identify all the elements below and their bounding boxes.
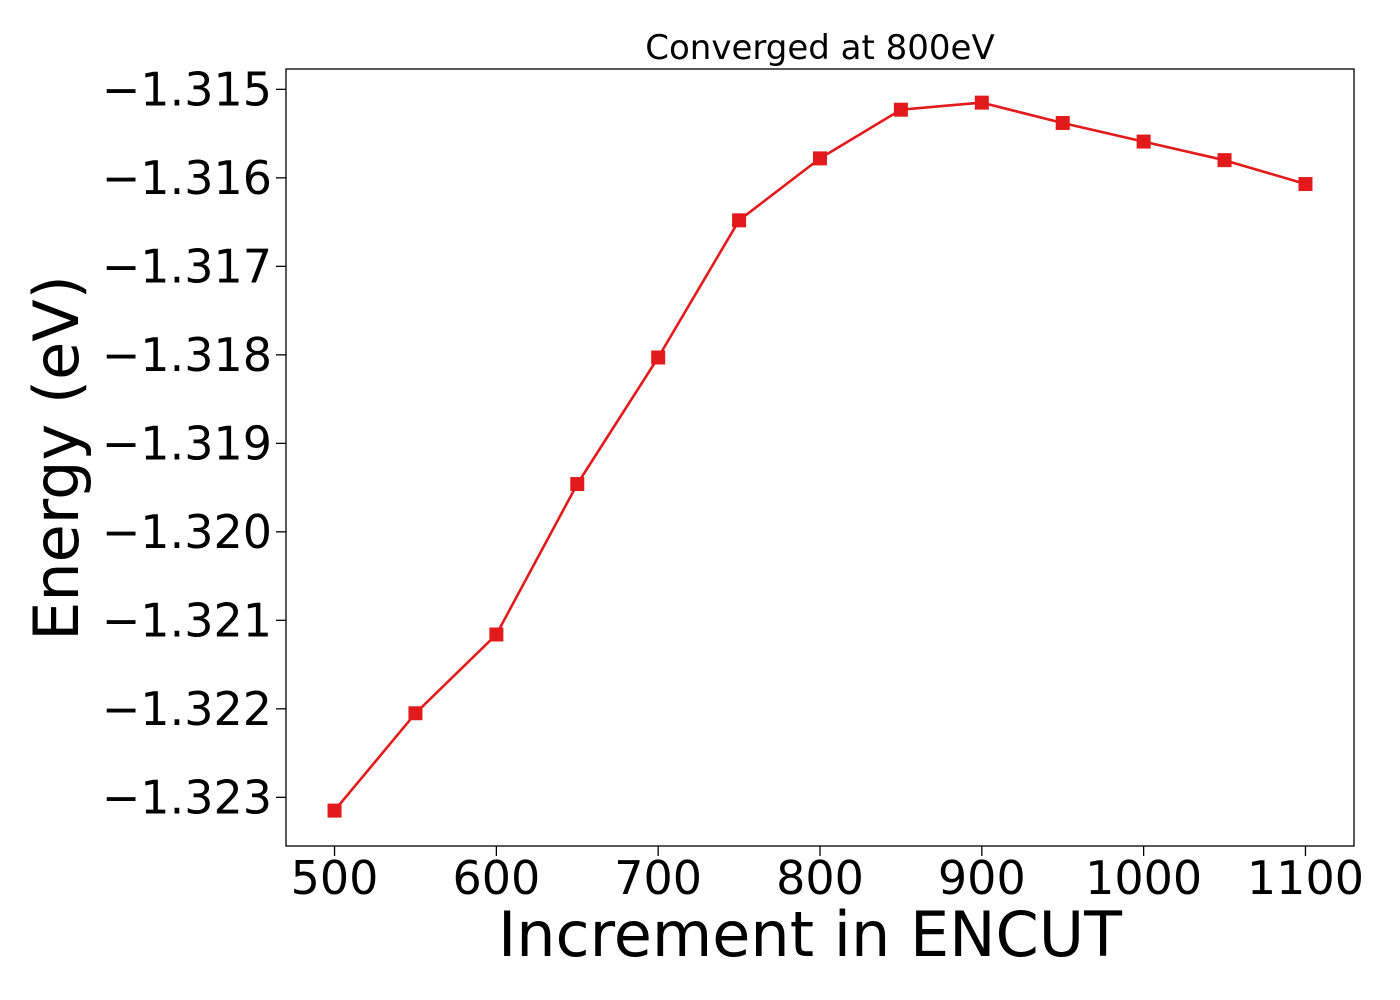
x-axis-ticks: 500 600 700 800 900 1000 1100 bbox=[291, 846, 1364, 905]
data-point-marker bbox=[570, 477, 585, 492]
y-tick-label: −1.318 bbox=[102, 328, 272, 382]
data-point-marker bbox=[489, 627, 504, 642]
y-tick-label: −1.317 bbox=[102, 239, 272, 293]
data-point-marker bbox=[1136, 134, 1151, 149]
data-point-marker bbox=[974, 95, 989, 110]
data-point-marker bbox=[1217, 153, 1232, 168]
series-energy bbox=[327, 95, 1313, 818]
data-point-marker bbox=[327, 803, 342, 818]
x-tick-label: 600 bbox=[452, 851, 540, 905]
y-tick-label: −1.323 bbox=[102, 770, 272, 824]
x-tick-label: 800 bbox=[776, 851, 864, 905]
chart-title: Converged at 800eV bbox=[645, 28, 994, 68]
x-tick-label: 900 bbox=[938, 851, 1026, 905]
y-axis-ticks: −1.323 −1.322 −1.321 −1.320 −1.319 −1.318 −1.3… bbox=[102, 62, 286, 824]
plot-frame bbox=[285, 68, 1355, 847]
series-line bbox=[333, 101, 1306, 812]
data-point-marker bbox=[813, 151, 827, 166]
data-point-marker bbox=[1298, 177, 1313, 192]
y-axis-title: Energy (eV) bbox=[20, 275, 93, 641]
data-point-marker bbox=[408, 706, 423, 721]
y-tick-label: −1.316 bbox=[102, 151, 272, 205]
y-tick-label: −1.321 bbox=[102, 593, 272, 647]
x-tick-label: 500 bbox=[291, 851, 379, 905]
data-point-marker bbox=[732, 213, 747, 228]
x-tick-label: 1100 bbox=[1247, 851, 1364, 905]
data-point-marker bbox=[651, 350, 666, 365]
y-tick-label: −1.320 bbox=[102, 505, 272, 559]
data-point-marker bbox=[1055, 115, 1070, 130]
y-tick-label: −1.322 bbox=[102, 682, 272, 736]
y-tick-label: −1.319 bbox=[102, 416, 272, 470]
x-axis-title: Increment in ENCUT bbox=[498, 898, 1123, 971]
x-tick-label: 700 bbox=[614, 851, 702, 905]
x-tick-label: 1000 bbox=[1085, 851, 1202, 905]
y-tick-label: −1.315 bbox=[102, 62, 272, 116]
data-point-marker bbox=[893, 102, 908, 117]
